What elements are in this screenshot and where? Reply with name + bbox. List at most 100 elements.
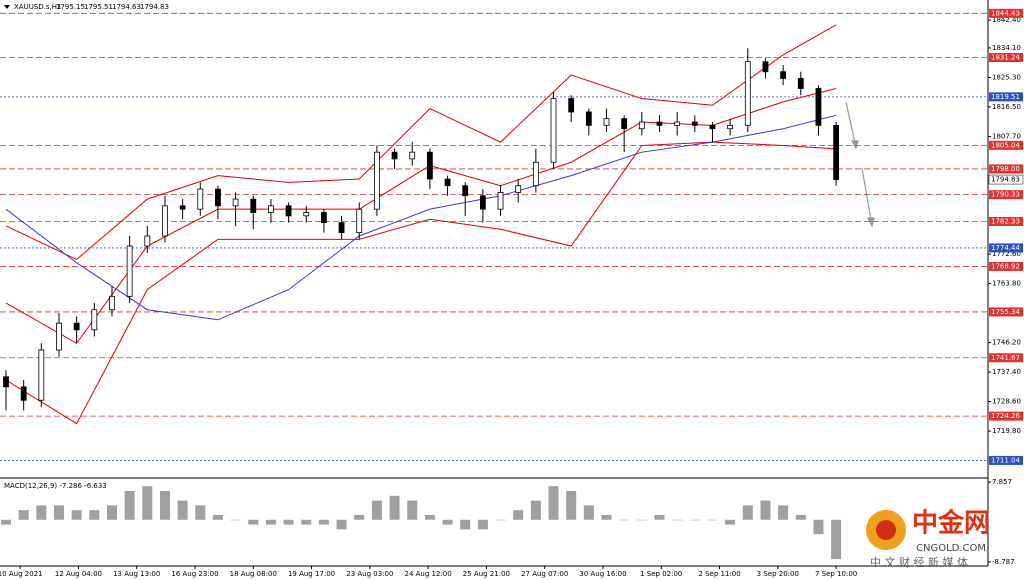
- macd-bar: [778, 505, 789, 520]
- forecast-arrows: [845, 101, 875, 228]
- candle-body: [109, 295, 115, 311]
- x-tick-label: 2 Sep 11:00: [698, 570, 740, 578]
- candle-body: [603, 118, 610, 126]
- candle-body: [585, 111, 592, 126]
- candle-body: [515, 185, 522, 193]
- candle-body: [356, 208, 363, 234]
- macd-bar: [106, 505, 117, 520]
- candle-body: [797, 78, 804, 89]
- candle-body: [426, 151, 433, 180]
- candle-body: [727, 124, 734, 130]
- level-label-box: [989, 53, 1023, 63]
- level-label-box: [989, 307, 1023, 317]
- x-tick-label: 19 Aug 17:00: [288, 570, 335, 578]
- candle-body: [144, 235, 151, 247]
- quote-open: 1795.15: [56, 3, 85, 11]
- macd-bar: [212, 514, 223, 520]
- macd-bar: [742, 505, 753, 520]
- current-price-label: 1794.83: [991, 176, 1020, 184]
- candle-body: [285, 205, 292, 217]
- level-label-box: [989, 261, 1023, 271]
- symbol: XAUUSD.s,H1: [14, 3, 61, 11]
- level-label: 1755.34: [991, 308, 1020, 316]
- level-label-box: [989, 411, 1023, 421]
- macd-bar: [248, 519, 259, 525]
- level-label: 1798.00: [991, 165, 1020, 173]
- macd-bar: [318, 519, 329, 525]
- y-tick-label: 7.857: [992, 478, 1012, 486]
- macd-bar: [477, 519, 488, 530]
- header-icon: [4, 5, 10, 9]
- level-label-box: [989, 8, 1023, 18]
- x-tick-label: 10 Aug 2021: [0, 570, 43, 578]
- candle-body: [338, 222, 345, 234]
- level-label: 1782.33: [991, 217, 1020, 225]
- level-label: 1774.44: [991, 244, 1020, 252]
- macd-bar: [707, 519, 718, 521]
- x-tick-label: 25 Aug 21:00: [463, 570, 510, 578]
- candle-body: [409, 151, 416, 160]
- macd-bar: [495, 519, 506, 521]
- candle-body: [73, 322, 80, 331]
- x-tick-label: 13 Aug 13:00: [113, 570, 160, 578]
- candle-body: [550, 98, 557, 163]
- macd-bar: [548, 486, 559, 520]
- macd-bar: [354, 514, 365, 520]
- macd-bar: [566, 490, 577, 520]
- macd-bar: [36, 505, 47, 520]
- x-tick-label: 1 Sep 02:00: [640, 570, 682, 578]
- candle-body: [621, 118, 628, 130]
- candle-body: [638, 121, 645, 130]
- level-label: 1790.33: [991, 191, 1020, 199]
- candle-body: [462, 185, 469, 197]
- candle-body: [197, 188, 204, 210]
- macd-bar: [124, 490, 135, 520]
- macd-bar: [424, 514, 435, 520]
- macd-bar: [89, 510, 100, 520]
- macd-bar: [672, 519, 683, 521]
- macd-bar: [460, 519, 471, 530]
- level-label: 1724.26: [991, 412, 1020, 420]
- candle-body: [3, 376, 9, 388]
- candle-body: [744, 61, 751, 126]
- level-label: 1768.92: [991, 262, 1020, 270]
- quote-low: 1794.63: [112, 3, 141, 11]
- level-label-box: [989, 455, 1023, 465]
- candle-body: [232, 198, 239, 207]
- macd-bar: [795, 514, 806, 520]
- level-label: 1741.67: [991, 354, 1020, 362]
- current-price-box: [988, 174, 1024, 185]
- macd-bar: [18, 510, 29, 520]
- y-tick-label: 1728.60: [992, 398, 1021, 406]
- y-tick-label: 1807.70: [992, 132, 1021, 140]
- candle-body: [38, 349, 45, 401]
- x-tick-label: 23 Aug 03:00: [346, 570, 393, 578]
- candle-body: [444, 178, 451, 187]
- macd-bar: [159, 490, 170, 520]
- level-label: 1844.43: [991, 9, 1020, 17]
- candle-body: [815, 88, 822, 126]
- y-tick-label: 1737.40: [992, 368, 1021, 376]
- candle-body: [179, 205, 186, 210]
- candle-body: [91, 309, 98, 331]
- candle-body: [780, 71, 787, 79]
- x-tick-label: 24 Aug 12:00: [405, 570, 452, 578]
- candle-body: [762, 61, 769, 73]
- macd-bar: [831, 519, 842, 560]
- macd-bar: [725, 519, 736, 525]
- x-tick-label: 12 Aug 04:00: [55, 570, 102, 578]
- quote-high: 1795.51: [84, 3, 113, 11]
- x-tick-label: 16 Aug 23:00: [171, 570, 218, 578]
- macd-title: MACD(12,26,9) -7.286 -6.633: [4, 482, 107, 490]
- macd-bar: [71, 510, 82, 520]
- macd-bar: [442, 519, 453, 525]
- candle-body: [20, 386, 27, 401]
- candle-body: [126, 245, 133, 297]
- y-tick-label: 1842.40: [992, 16, 1021, 24]
- y-tick-label: -8.787: [992, 558, 1015, 566]
- macd-bar: [177, 500, 188, 520]
- level-label-box: [989, 190, 1023, 200]
- level-label-box: [989, 92, 1023, 102]
